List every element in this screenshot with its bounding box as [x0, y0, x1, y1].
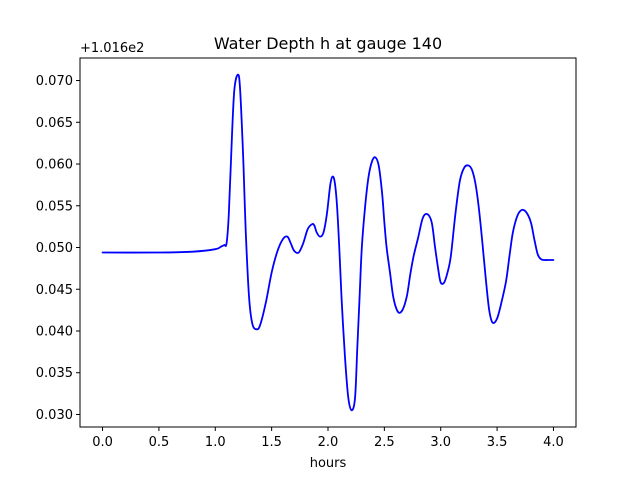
y-tick-label: 0.050	[36, 241, 73, 256]
x-tick-label: 3.5	[487, 435, 508, 450]
x-tick-label: 2.5	[374, 435, 395, 450]
y-tick-label: 0.045	[36, 283, 73, 298]
y-tick-label: 0.030	[36, 408, 73, 423]
y-tick-label: 0.040	[36, 324, 73, 339]
x-tick-label: 1.0	[205, 435, 226, 450]
y-offset-label: +1.016e2	[80, 41, 144, 56]
x-tick-label: 2.0	[318, 435, 339, 450]
x-axis-title: hours	[310, 456, 347, 471]
x-tick-label: 0.5	[149, 435, 170, 450]
chart-title: Water Depth h at gauge 140	[214, 34, 442, 53]
plot-frame	[79, 57, 577, 428]
series-layer	[101, 73, 555, 412]
y-tick-label: 0.055	[36, 199, 73, 214]
x-tick-label: 4.0	[543, 435, 564, 450]
y-axis: 0.030 0.035 0.040 0.045 0.050 0.055 0.060 0.065…	[36, 74, 80, 423]
x-tick-label: 1.5	[261, 435, 282, 450]
y-tick-label: 0.065	[36, 116, 73, 131]
y-tick-label: 0.070	[36, 74, 73, 89]
plot-area	[80, 58, 576, 427]
y-tick-label: 0.035	[36, 366, 73, 381]
x-tick-label: 0.0	[92, 435, 113, 450]
y-tick-label: 0.060	[36, 158, 73, 173]
x-tick-label: 3.0	[430, 435, 451, 450]
x-axis: 0.0 0.5 1.0 1.5 2.0 2.5 3.0 3.5 4.0	[92, 427, 564, 450]
series-line-0	[101, 73, 555, 412]
